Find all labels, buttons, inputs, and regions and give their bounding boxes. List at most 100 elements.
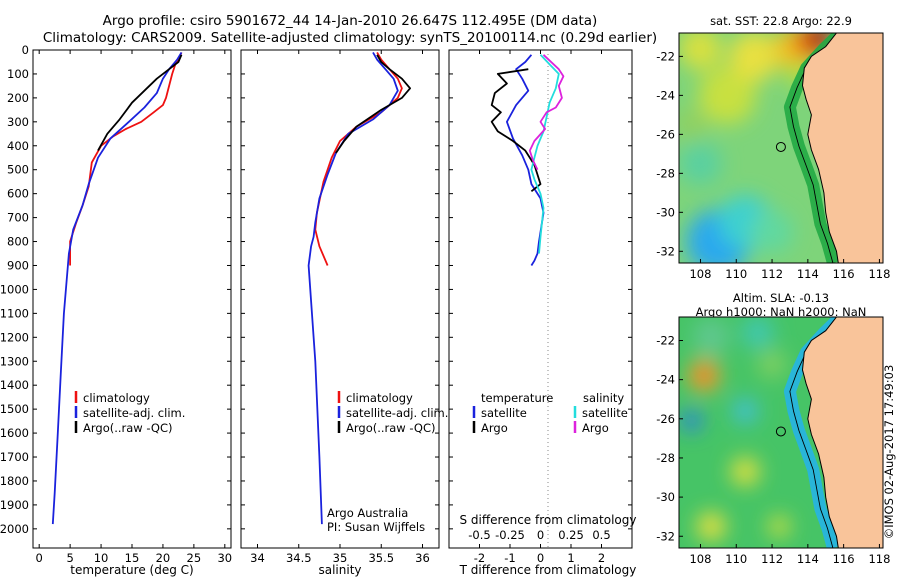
x-tick-label-salinity-1: 34.5: [286, 551, 312, 565]
salinity-axis-ticks: 34 34.5 35 35.5 36: [241, 49, 439, 565]
x-tick-label-difference-3: 1: [567, 551, 574, 565]
difference-xlabel: T difference from climatology: [459, 563, 637, 577]
series-temperature-1: [51, 51, 183, 525]
sla-y-tick-label-1: -24: [656, 373, 675, 387]
sst-x-tick-label-3: 114: [797, 267, 819, 281]
y-tick-label-800: 800: [7, 235, 29, 249]
sst-blob-2: [679, 142, 722, 186]
salinity-panel-frame: [240, 49, 440, 549]
sst-x-tick-label-0: 108: [689, 267, 711, 281]
sla-map-ticks: 108 110 112 114 116 118 -22 -24 -26 -28 -30 -32: [656, 333, 890, 566]
x-tick-label-salinity-0: 34: [250, 551, 265, 565]
figure-title-line1: Argo profile: csiro 5901672_44 14-Jan-20…: [103, 13, 598, 29]
sst-y-tick-label-2: -26: [656, 127, 675, 141]
difference-legend-salinity: salinity: [583, 391, 624, 405]
x2-tick-label-1: -0.25: [495, 528, 525, 542]
y-tick-label-600: 600: [7, 187, 29, 201]
difference-x2label: S difference from climatology: [460, 513, 637, 527]
sst-map-frame: [678, 32, 884, 264]
y-tick-label-300: 300: [7, 115, 29, 129]
sst-map-field: [679, 33, 883, 263]
temperature-xlabel: temperature (deg C): [70, 563, 193, 577]
sla-y-tick-label-3: -28: [656, 451, 675, 465]
salinity-series: [307, 51, 412, 525]
sla-map-frame: [678, 316, 884, 549]
sla-x-tick-label-0: 108: [689, 552, 711, 566]
sla-blob-1: [695, 366, 713, 385]
y-tick-label-1000: 1000: [0, 282, 29, 296]
y-tick-label-400: 400: [7, 139, 29, 153]
difference-legend-s-satellite: satellite: [582, 406, 628, 420]
sst-blob-4: [698, 66, 756, 125]
x-tick-label-temperature-4: 20: [156, 551, 171, 565]
series-temperature-0: [69, 52, 183, 266]
temperature-axis-ticks: 0100200300400500600700800900100011001200…: [0, 43, 232, 565]
sla-blob-4: [730, 457, 760, 486]
x-tick-label-temperature-0: 0: [36, 551, 43, 565]
series-difference-0: [505, 54, 545, 266]
y-tick-label-700: 700: [7, 211, 29, 225]
sla-blob-5: [696, 512, 726, 541]
sla-x-tick-label-4: 116: [833, 552, 855, 566]
sla-blob-3: [732, 398, 758, 424]
x-tick-label-difference-0: -2: [474, 551, 485, 565]
sst-x-tick-label-4: 116: [833, 267, 855, 281]
x-tick-label-salinity-2: 35: [333, 551, 348, 565]
y-tick-label-100: 100: [7, 67, 29, 81]
salinity-xlabel: salinity: [318, 563, 361, 577]
x-tick-label-difference-1: -1: [504, 551, 515, 565]
sla-y-tick-label-0: -22: [656, 333, 675, 347]
sla-coast: [775, 317, 883, 548]
sla-y-tick-label-2: -26: [656, 412, 675, 426]
difference-legend-t-satellite: satellite: [481, 406, 527, 420]
figure-title-line2: Climatology: CARS2009. Satellite-adjuste…: [43, 30, 657, 46]
difference-legend-temperature: temperature: [481, 391, 553, 405]
sla-x-tick-label-3: 114: [797, 552, 819, 566]
sst-map-title: sat. SST: 22.8 Argo: 22.9: [710, 14, 852, 28]
x2-tick-label-3: 0.25: [558, 528, 584, 542]
sst-blob-3: [750, 210, 794, 254]
sst-blobs: [679, 33, 833, 263]
difference-axis-ticks: -2 -1 0 1 2 -0.5 -0.25 0 0.25 0.5: [449, 49, 632, 565]
sst-x-tick-label-1: 110: [725, 267, 747, 281]
x-tick-label-temperature-2: 10: [94, 551, 109, 565]
salinity-annotation-line1: Argo Australia: [327, 506, 408, 520]
y-tick-label-1900: 1900: [0, 498, 29, 512]
sst-x-tick-label-5: 118: [868, 267, 890, 281]
salinity-legend-satellite: satellite-adj. clim.: [346, 406, 448, 420]
salinity-annotation-line2: PI: Susan Wijffels: [327, 520, 425, 534]
x-tick-label-salinity-4: 36: [415, 551, 430, 565]
salinity-legend-argo: Argo(..raw -QC): [346, 421, 436, 435]
sla-blobs: [680, 317, 790, 541]
temperature-legend: climatology satellite-adj. clim. Argo(..…: [74, 391, 185, 435]
difference-panel-frame: [448, 49, 633, 549]
y-tick-label-900: 900: [7, 258, 29, 272]
y-tick-label-1400: 1400: [0, 378, 29, 392]
temperature-legend-argo: Argo(..raw -QC): [83, 421, 173, 435]
sla-blob-6: [768, 515, 790, 538]
y-tick-label-1600: 1600: [0, 426, 29, 440]
sst-y-tick-label-4: -30: [656, 205, 675, 219]
difference-legend-t-argo: Argo: [481, 421, 508, 435]
series-difference-2: [530, 54, 560, 254]
sla-y-tick-label-5: -32: [656, 529, 675, 543]
y-tick-label-1500: 1500: [0, 402, 29, 416]
y-tick-label-1200: 1200: [0, 330, 29, 344]
sst-y-tick-label-1: -24: [656, 88, 675, 102]
sla-argo-marker: [775, 426, 786, 437]
y-tick-label-1300: 1300: [0, 354, 29, 368]
sla-blob-9: [693, 318, 730, 355]
x-tick-label-temperature-6: 30: [217, 551, 232, 565]
sla-y-tick-label-4: -30: [656, 490, 675, 504]
sla-x-tick-label-2: 112: [761, 552, 783, 566]
series-salinity-1: [307, 51, 399, 525]
y-tick-label-1700: 1700: [0, 450, 29, 464]
series-salinity-0: [314, 51, 403, 266]
x-tick-label-temperature-1: 5: [66, 551, 73, 565]
sla-blob-8: [741, 317, 774, 349]
temperature-legend-climatology: climatology: [83, 391, 150, 405]
sla-land: [801, 317, 883, 548]
sst-y-tick-label-5: -32: [656, 244, 675, 258]
sst-y-tick-label-0: -22: [656, 49, 675, 63]
